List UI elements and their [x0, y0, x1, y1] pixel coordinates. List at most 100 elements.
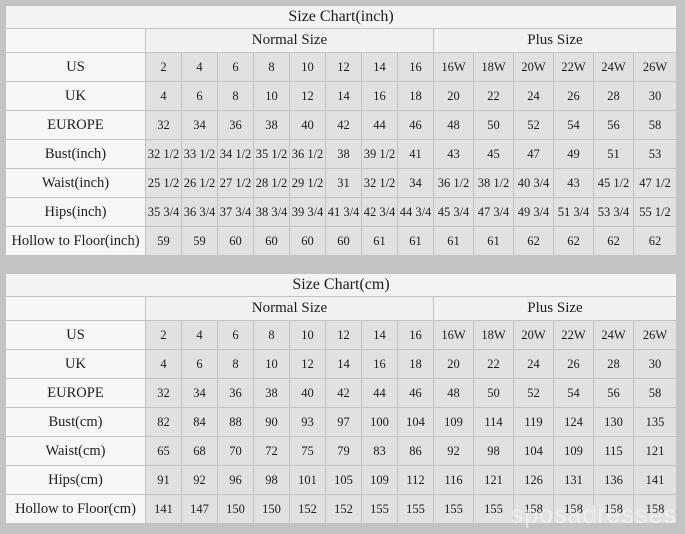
size-cell: 50	[473, 378, 514, 408]
size-cell: 158	[593, 494, 634, 524]
size-chart-table-inch: Size Chart(inch) Normal Size Plus Size U…	[5, 5, 677, 256]
size-cell: 4	[145, 81, 182, 111]
group-header-row: Normal Size Plus Size	[5, 296, 677, 321]
size-cell: 28	[593, 349, 634, 379]
table-row: EUROPE 32 34 36 38 40 42 44 46 48 50 52 54 56 58	[5, 110, 677, 140]
size-cell: 98	[253, 465, 290, 495]
size-cell: 43	[553, 168, 594, 198]
size-cell: 24	[513, 81, 554, 111]
size-cell: 44	[361, 110, 398, 140]
table-row: Bust(inch) 32 1/2 33 1/2 34 1/2 35 1/2 36 1/2…	[5, 139, 677, 169]
size-cell: 14	[361, 52, 398, 82]
size-cell: 14	[361, 320, 398, 350]
size-cell: 42	[325, 378, 362, 408]
size-cell: 46	[397, 378, 434, 408]
size-cell: 10	[253, 349, 290, 379]
size-cell: 60	[325, 226, 362, 256]
size-cell: 34	[181, 378, 218, 408]
size-cell: 62	[633, 226, 677, 256]
row-label: UK	[5, 81, 146, 111]
size-cell: 59	[145, 226, 182, 256]
size-cell: 48	[433, 110, 474, 140]
size-cell: 39 1/2	[361, 139, 398, 169]
size-cell: 141	[145, 494, 182, 524]
size-cell: 109	[553, 436, 594, 466]
size-cell: 6	[217, 320, 254, 350]
size-cell: 38 3/4	[253, 197, 290, 227]
size-cell: 39 3/4	[289, 197, 326, 227]
row-label: Hips(cm)	[5, 465, 146, 495]
size-cell: 37 3/4	[217, 197, 254, 227]
row-label: US	[5, 320, 146, 350]
size-cell: 4	[181, 52, 218, 82]
size-cell: 34	[181, 110, 218, 140]
size-chart-sheet: Size Chart(inch) Normal Size Plus Size U…	[0, 5, 685, 534]
size-cell: 32 1/2	[145, 139, 182, 169]
size-cell: 131	[553, 465, 594, 495]
size-cell: 104	[397, 407, 434, 437]
size-cell: 4	[145, 349, 182, 379]
row-label: Waist(cm)	[5, 436, 146, 466]
size-cell: 104	[513, 436, 554, 466]
size-cell: 65	[145, 436, 182, 466]
size-cell: 147	[181, 494, 218, 524]
size-cell: 16	[361, 81, 398, 111]
size-cell: 109	[433, 407, 474, 437]
table-row: Hips(inch) 35 3/4 36 3/4 37 3/4 38 3/4 39 3/4…	[5, 197, 677, 227]
size-cell: 44	[361, 378, 398, 408]
size-cell: 26W	[633, 52, 677, 82]
size-cell: 14	[325, 81, 362, 111]
size-cell: 24W	[593, 320, 634, 350]
size-cell: 51	[593, 139, 634, 169]
row-label: Hips(inch)	[5, 197, 146, 227]
size-cell: 54	[553, 110, 594, 140]
size-cell: 152	[325, 494, 362, 524]
size-cell: 45 1/2	[593, 168, 634, 198]
size-cell: 50	[473, 110, 514, 140]
size-cell: 14	[325, 349, 362, 379]
size-cell: 70	[217, 436, 254, 466]
size-cell: 35 1/2	[253, 139, 290, 169]
size-cell: 18W	[473, 320, 514, 350]
size-cell: 47 3/4	[473, 197, 514, 227]
size-cell: 114	[473, 407, 514, 437]
group-header-plus: Plus Size	[433, 296, 677, 321]
table-row: Hips(cm) 91 92 96 98 101 105 109 112 116 121 126 131…	[5, 465, 677, 495]
size-cell: 36	[217, 110, 254, 140]
size-cell: 16W	[433, 320, 474, 350]
size-cell: 90	[253, 407, 290, 437]
size-cell: 61	[473, 226, 514, 256]
size-cell: 92	[181, 465, 218, 495]
size-cell: 38	[325, 139, 362, 169]
size-chart-table-cm: Size Chart(cm) Normal Size Plus Size US 2…	[5, 273, 677, 524]
size-cell: 130	[593, 407, 634, 437]
size-cell: 18	[397, 349, 434, 379]
table-row: UK 4 6 8 10 12 14 16 18 20 22 24 26 28 30	[5, 81, 677, 111]
size-cell: 83	[361, 436, 398, 466]
size-cell: 36 1/2	[289, 139, 326, 169]
size-cell: 6	[217, 52, 254, 82]
size-cell: 33 1/2	[181, 139, 218, 169]
size-cell: 2	[145, 320, 182, 350]
table-row: EUROPE 32 34 36 38 40 42 44 46 48 50 52 54 56 58	[5, 378, 677, 408]
size-cell: 62	[553, 226, 594, 256]
size-cell: 26 1/2	[181, 168, 218, 198]
size-cell: 100	[361, 407, 398, 437]
size-cell: 86	[397, 436, 434, 466]
size-cell: 75	[289, 436, 326, 466]
table-title: Size Chart(cm)	[5, 273, 677, 297]
size-cell: 135	[633, 407, 677, 437]
size-cell: 72	[253, 436, 290, 466]
size-cell: 56	[593, 110, 634, 140]
size-cell: 158	[633, 494, 677, 524]
size-cell: 12	[289, 81, 326, 111]
size-cell: 32	[145, 378, 182, 408]
size-cell: 109	[361, 465, 398, 495]
row-label: Hollow to Floor(cm)	[5, 494, 146, 524]
size-cell: 22W	[553, 320, 594, 350]
size-cell: 61	[397, 226, 434, 256]
size-cell: 18	[397, 81, 434, 111]
size-cell: 56	[593, 378, 634, 408]
size-cell: 60	[217, 226, 254, 256]
size-cell: 32 1/2	[361, 168, 398, 198]
